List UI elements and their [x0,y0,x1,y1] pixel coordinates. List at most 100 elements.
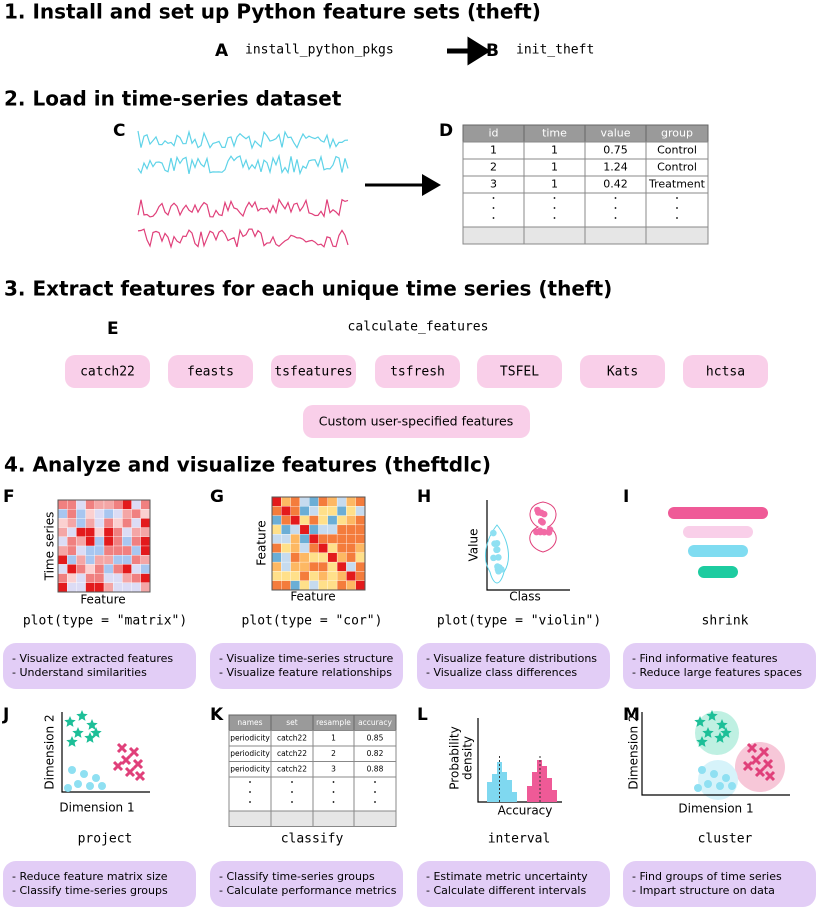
function-call: project [78,832,133,847]
cell [645,175,709,194]
heat-cell [122,564,132,574]
step-code: init_theft [516,43,594,58]
ellipsis-dot [374,801,376,803]
cell [353,810,397,827]
panel-letter: I [623,487,629,507]
time-series [137,228,349,249]
note-box [623,861,816,907]
heat-cell [94,499,105,510]
cluster-region [695,711,739,755]
feature-set: Kats [607,365,638,380]
heat-cell [67,545,77,556]
star-point [66,736,78,747]
circle-point [716,782,724,790]
panel-letter: L [417,705,428,725]
rank-bar [698,566,738,578]
ellipsis-dot [249,791,251,793]
star-point [702,727,714,738]
ellipsis-dot [249,801,251,803]
heat-cell [318,524,328,535]
panel-letter: G [210,487,224,507]
heat-cell [271,515,282,526]
ellipsis-dot [553,207,556,209]
ellipsis-dot [291,791,293,793]
heat-cell [299,552,310,563]
heat-cell [309,552,319,563]
heat-cell [318,534,328,544]
heat-cell [271,524,282,535]
y-axis-label: Probability [448,726,462,789]
heat-cell [290,543,301,553]
cross-point [124,766,136,778]
ellipsis-dot [332,781,335,783]
violin-point [490,529,497,537]
heat-cell [85,509,95,519]
step-code: install_python_pkgs [245,43,394,58]
ellipsis-dot [249,781,251,783]
heat-cell [103,518,114,528]
ellipsis-dot [374,791,376,793]
star-point [714,732,726,743]
note-box [623,643,816,689]
heat-cell [94,573,105,583]
note: - Visualize time-series structure [219,652,393,665]
cross-point [112,760,124,772]
heat-cell [309,534,319,544]
heat-cell [103,582,114,593]
cross-point [764,770,776,782]
violin-point [539,518,546,526]
heat-cell [355,552,366,563]
hist-bar [492,774,497,802]
heat-cell [103,564,114,574]
cross-point [750,754,762,766]
heat-cell [299,524,310,535]
heat-cell [318,571,328,581]
heat-cell [103,509,114,519]
ellipsis-dot [332,791,335,793]
heat-cell [131,573,141,583]
circle-point [98,782,106,790]
heat-cell [327,534,338,544]
heat-cell [290,561,301,572]
star-point [706,710,718,721]
pill [271,355,356,388]
heat-cell [57,527,68,537]
violin-point [491,540,498,548]
heat-cell [113,582,123,593]
heat-cell [327,496,338,507]
heat-cell [103,555,114,565]
heat-cell [76,573,86,583]
heat-cell [271,543,282,553]
heat-cell [67,536,77,547]
y-axis-label: Value [467,529,481,562]
heat-cell [346,515,356,526]
cross-point [128,746,140,758]
header-text: value [600,127,630,140]
heat-cell [85,582,95,593]
hist-bar [532,772,537,802]
cell-text: Control [657,161,697,174]
ellipsis-dot [614,217,617,219]
heat-cell [122,573,132,583]
circle-point [694,784,702,792]
heat-cell [57,564,68,574]
arrow [447,36,491,66]
cell-text: catch22 [277,733,307,742]
heat-cell [309,571,319,581]
heat-cell [94,582,105,593]
heat-cell [336,580,347,591]
note: - Visualize class differences [426,666,577,679]
heat-cell [103,527,114,537]
header-text: id [488,127,498,140]
heat-cell [346,580,356,591]
x-axis-label: Class [509,590,541,604]
heat-cell [131,582,141,593]
heat-cell [355,543,366,553]
heat-cell [113,564,123,574]
violin-point [534,506,541,514]
heat-cell [299,571,310,581]
heat-cell [76,582,86,593]
star-point [86,719,98,730]
cell-text: periodicity [230,749,270,758]
custom-features: Custom user-specified features [319,414,513,429]
